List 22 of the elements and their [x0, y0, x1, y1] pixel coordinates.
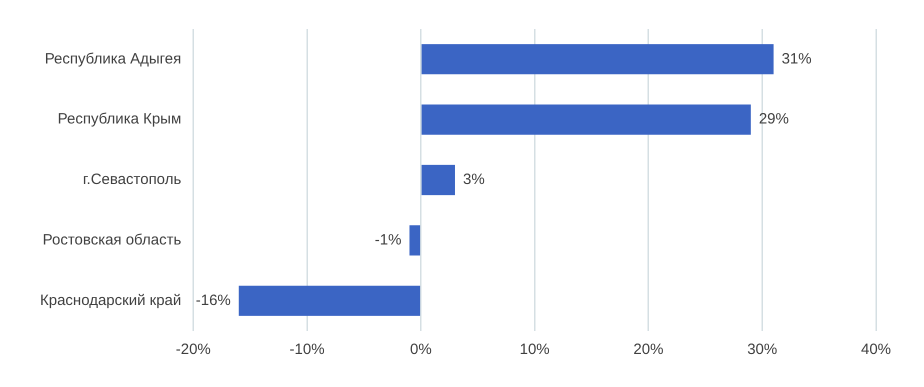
data-label: 3% — [462, 171, 485, 188]
data-label: 29% — [758, 110, 789, 128]
x-tick-label: 20% — [633, 341, 664, 358]
y-tick-label: Краснодарский край — [40, 292, 182, 309]
y-tick-label: Республика Адыгея — [44, 50, 182, 68]
y-tick-label: Республика Крым — [58, 110, 182, 128]
bar — [238, 286, 420, 316]
x-tick-label: 10% — [520, 341, 550, 358]
x-tick-label: -10% — [290, 341, 325, 358]
x-tick-label: 30% — [747, 341, 778, 358]
y-tick-label: Ростовская область — [42, 232, 182, 249]
x-tick-label: 40% — [860, 341, 892, 358]
data-label: 31% — [782, 50, 812, 68]
data-label: -1% — [374, 232, 402, 249]
x-tick-label: -20% — [176, 341, 211, 358]
x-tick-label: 0% — [410, 341, 432, 358]
bar — [422, 164, 455, 196]
bar — [409, 225, 420, 256]
bar — [422, 44, 774, 74]
y-tick-label: г.Севастополь — [82, 171, 182, 188]
bar — [422, 104, 751, 135]
data-label: -16% — [196, 292, 231, 309]
